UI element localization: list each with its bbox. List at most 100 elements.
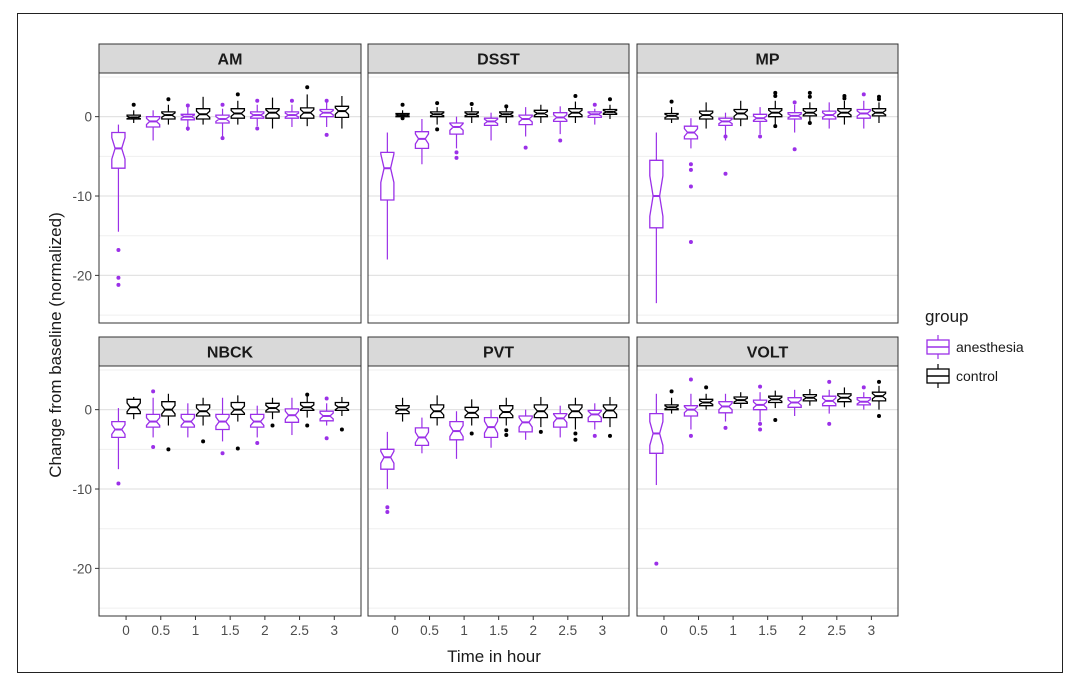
x-tick-label: 2 (798, 623, 806, 638)
x-tick-label: 3 (599, 623, 607, 638)
box-control (602, 396, 618, 438)
box-control (602, 97, 618, 120)
box-anesthesia (284, 98, 300, 127)
box-control (429, 101, 445, 132)
outlier-point (166, 97, 171, 102)
outlier-point (305, 85, 310, 90)
outlier-point (289, 98, 294, 103)
box-control (395, 102, 410, 121)
outlier-point (400, 102, 405, 107)
outlier-point (558, 138, 563, 143)
box-anesthesia (483, 409, 499, 448)
outlier-point (469, 101, 474, 106)
outlier-point (166, 447, 171, 452)
outlier-point (400, 116, 405, 121)
box-anesthesia (752, 384, 768, 432)
y-tick-label: 0 (84, 110, 92, 125)
panel-border (98, 72, 362, 324)
outlier-point (758, 421, 763, 426)
box-control (533, 104, 549, 123)
box-control (568, 397, 583, 442)
outlier-point (758, 427, 763, 432)
facet-strip (636, 336, 899, 367)
outlier-point (592, 102, 597, 107)
box-anesthesia (518, 107, 533, 150)
x-tick-label: 2.5 (827, 623, 846, 638)
y-tick-label: -20 (72, 561, 92, 576)
panel-background (637, 366, 898, 616)
facet-pvt: PVT 0 0.5 1 1.5 2 2.5 3 (367, 336, 630, 638)
outlier-point (861, 92, 866, 97)
outlier-point (827, 379, 832, 384)
outlier-point (758, 134, 763, 139)
box-anesthesia (649, 393, 664, 566)
box-anesthesia (752, 107, 768, 139)
box-anesthesia (649, 132, 664, 304)
x-tick-label: 1.5 (221, 623, 240, 638)
outlier-point (131, 102, 136, 107)
outlier-point (723, 171, 728, 176)
x-tick-label: 0 (122, 623, 130, 638)
outlier-point (454, 155, 459, 160)
outlier-point (792, 147, 797, 152)
legend-title: group (925, 307, 968, 326)
box-control (733, 392, 748, 409)
box-anesthesia (449, 116, 464, 160)
box-control (230, 92, 246, 125)
outlier-point (573, 437, 578, 442)
box-anesthesia (319, 396, 334, 441)
box-anesthesia (787, 389, 802, 416)
outlier-point (688, 377, 693, 382)
legend-key-anesthesia (926, 335, 950, 359)
box-anesthesia (111, 408, 126, 486)
box-anesthesia (587, 403, 602, 438)
x-tick-label: 2 (261, 623, 269, 638)
box-control (499, 397, 514, 438)
box-control (161, 97, 176, 125)
outlier-point (807, 90, 812, 95)
outlier-point (339, 427, 344, 432)
facet-label: AM (218, 52, 243, 69)
x-tick-label: 1.5 (489, 623, 508, 638)
box-control (871, 379, 887, 418)
box-control (768, 390, 783, 422)
panel-background (368, 366, 629, 616)
box-anesthesia (215, 102, 230, 141)
outlier-point (324, 396, 329, 401)
box-body (380, 448, 395, 470)
x-tick-label: 0.5 (689, 623, 708, 638)
box-anesthesia (414, 417, 430, 454)
box-anesthesia (215, 397, 230, 456)
box-anesthesia (180, 103, 196, 131)
outlier-point (220, 451, 225, 456)
box-control (568, 94, 583, 123)
box-body (683, 405, 699, 417)
box-anesthesia (856, 92, 871, 129)
outlier-point (688, 167, 693, 172)
box-control (802, 90, 818, 125)
box-anesthesia (414, 119, 430, 165)
box-anesthesia (145, 110, 161, 141)
panel-background (99, 366, 361, 616)
box-anesthesia (856, 385, 871, 410)
facet-label: MP (756, 52, 780, 69)
box-control (395, 397, 410, 422)
outlier-point (607, 433, 612, 438)
facet-mp: MP (636, 43, 899, 324)
box-control (464, 399, 479, 436)
box-control (299, 85, 315, 127)
outlier-point (435, 127, 440, 132)
facet-am: AM 0 -10 -20 (72, 43, 362, 324)
outlier-point (255, 98, 260, 103)
outlier-point (504, 433, 509, 438)
outlier-point (220, 102, 225, 107)
outlier-point (151, 389, 156, 394)
y-tick-label: -10 (72, 189, 92, 204)
outlier-point (116, 481, 121, 486)
box-anesthesia (787, 100, 802, 152)
box-body (518, 415, 533, 433)
outlier-point (573, 431, 578, 436)
box-anesthesia (111, 124, 126, 287)
facet-label: PVT (483, 345, 514, 362)
x-tick-label: 3 (331, 623, 339, 638)
